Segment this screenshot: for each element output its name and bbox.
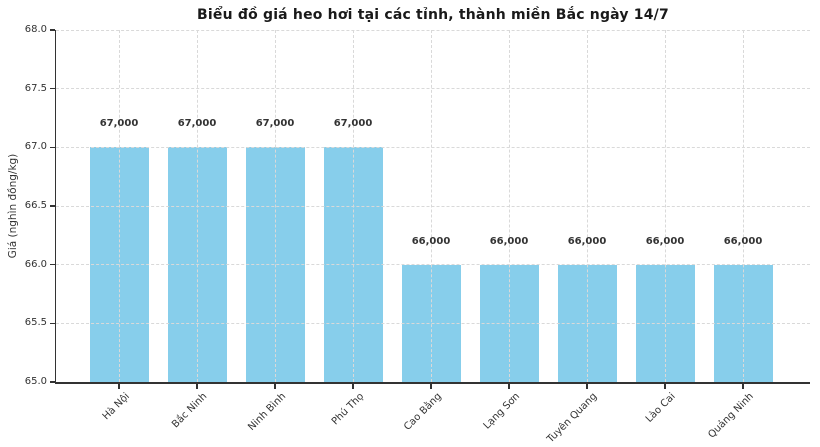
- y-tick-label: 67.5: [24, 82, 47, 94]
- y-tick-mark: [50, 263, 55, 266]
- bar-value-label: 66,000: [645, 235, 685, 247]
- y-tick-label: 66.0: [24, 258, 47, 270]
- h-gridline: [56, 205, 810, 207]
- bar-value-label: 66,000: [489, 235, 529, 247]
- chart-title: Biểu đồ giá heo hơi tại các tỉnh, thành …: [197, 7, 669, 23]
- y-tick-label: 65.5: [24, 317, 47, 329]
- y-tick-mark: [50, 205, 55, 207]
- x-tick-label-3: Ninh Bình: [245, 391, 288, 434]
- x-tick-label-5: Cao Bằng: [401, 391, 444, 433]
- bar-value-label: 67,000: [255, 118, 295, 130]
- x-tick-mark: [118, 384, 120, 389]
- bar-value-label: 66,000: [723, 235, 763, 247]
- bar-value-label: 66,000: [411, 235, 451, 247]
- x-tick-label-1: Hà Nội: [100, 391, 132, 423]
- x-tick-mark: [274, 384, 276, 389]
- x-tick-mark: [352, 384, 354, 389]
- v-gridline: [508, 30, 510, 382]
- x-tick-label-7: Tuyên Quang: [545, 391, 600, 446]
- x-tick-mark: [430, 384, 432, 389]
- h-gridline: [56, 264, 810, 266]
- v-gridline: [430, 30, 432, 382]
- h-gridline: [56, 88, 810, 90]
- v-gridline: [352, 30, 354, 382]
- y-axis-line: [54, 30, 57, 382]
- v-gridline: [664, 30, 666, 382]
- bar-value-label: 66,000: [567, 235, 607, 247]
- y-tick-mark: [50, 381, 55, 383]
- x-tick-label-9: Quảng Ninh: [706, 391, 756, 441]
- x-tick-label-2: Bắc Ninh: [170, 391, 210, 431]
- y-tick-label: 66.5: [24, 200, 47, 211]
- h-gridline: [56, 29, 810, 31]
- x-tick-mark: [508, 384, 510, 389]
- y-tick-mark: [50, 322, 55, 325]
- bar-value-label: 67,000: [333, 118, 373, 130]
- x-tick-label-8: Lào Cai: [643, 391, 678, 425]
- v-gridline: [742, 30, 744, 382]
- v-gridline: [586, 30, 588, 382]
- x-axis-line: [54, 382, 810, 384]
- y-tick-label: 65.0: [24, 376, 47, 387]
- h-gridline: [56, 322, 810, 324]
- v-gridline: [274, 30, 276, 382]
- y-tick-label: 68.0: [24, 24, 47, 35]
- v-gridline: [118, 30, 120, 382]
- x-tick-mark: [742, 384, 744, 389]
- h-gridline: [56, 146, 810, 148]
- y-tick-mark: [50, 29, 55, 31]
- x-tick-label-6: Lạng Sơn: [481, 391, 522, 432]
- y-tick-mark: [50, 87, 55, 90]
- x-tick-mark: [664, 384, 666, 389]
- x-tick-label-4: Phú Thọ: [329, 391, 366, 428]
- v-gridline: [196, 30, 198, 382]
- x-tick-mark: [586, 384, 588, 389]
- bar-value-label: 67,000: [177, 118, 217, 130]
- y-tick-mark: [50, 146, 55, 149]
- x-tick-mark: [196, 384, 198, 389]
- y-tick-label: 67.0: [24, 141, 47, 153]
- bar-value-label: 67,000: [99, 118, 139, 130]
